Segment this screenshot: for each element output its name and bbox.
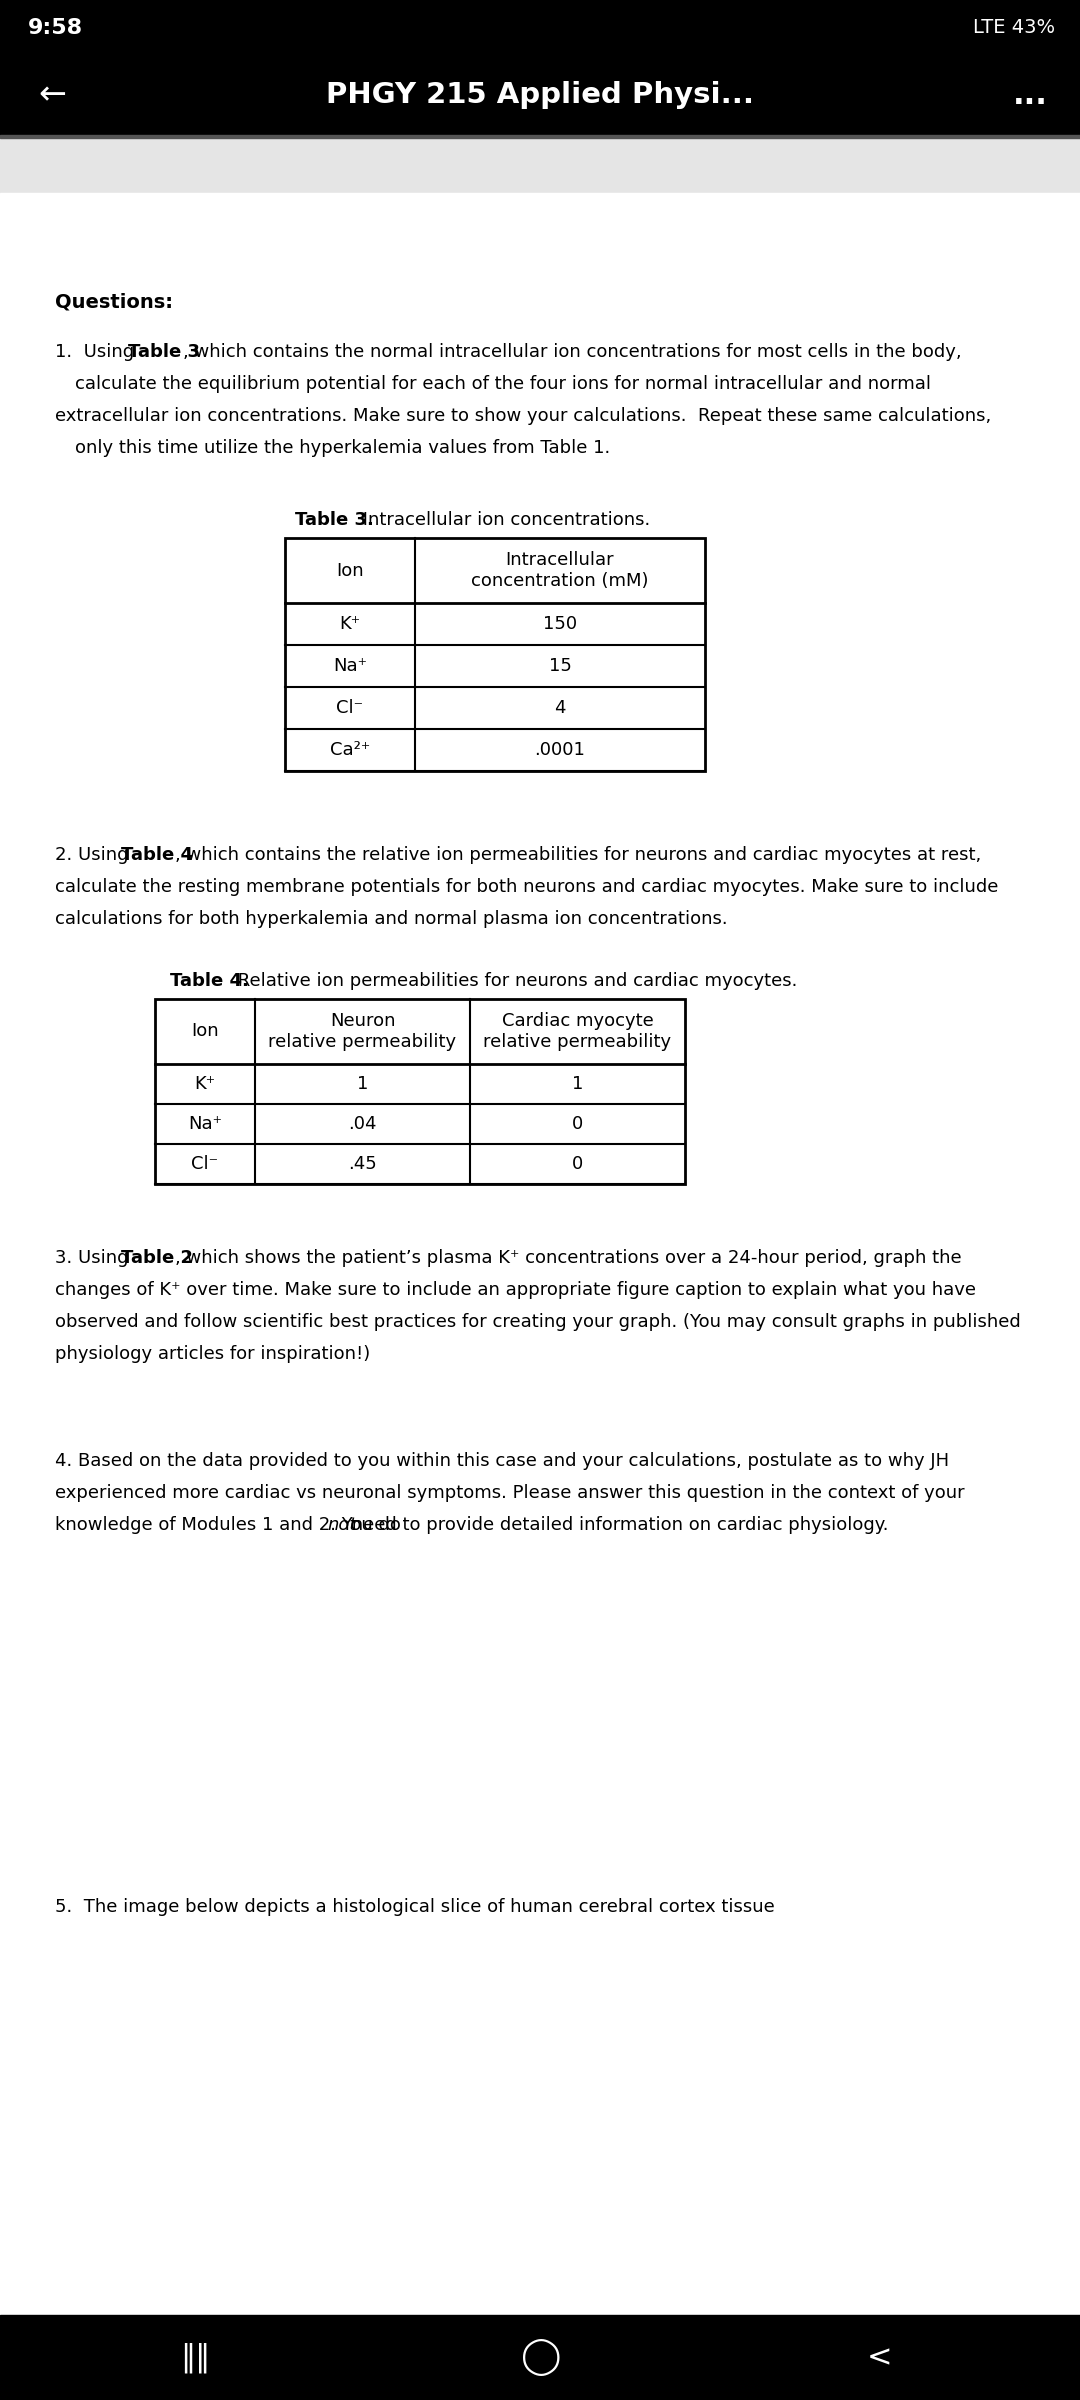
Text: Cl⁻: Cl⁻ [337, 698, 364, 718]
Text: extracellular ion concentrations. Make sure to show your calculations.  Repeat t: extracellular ion concentrations. Make s… [55, 408, 991, 425]
Text: 9:58: 9:58 [28, 17, 83, 38]
Text: .04: .04 [348, 1116, 377, 1133]
Text: PHGY 215 Applied Physi...: PHGY 215 Applied Physi... [326, 82, 754, 108]
Text: physiology articles for inspiration!): physiology articles for inspiration!) [55, 1344, 370, 1363]
Bar [156, 998, 685, 1183]
Text: .0001: .0001 [535, 742, 585, 758]
Bar [0, 134, 1080, 137]
Text: Intracellular ion concentrations.: Intracellular ion concentrations. [356, 511, 650, 528]
Bar [156, 1104, 685, 1145]
Text: , which shows the patient’s plasma K⁺ concentrations over a 24-hour period, grap: , which shows the patient’s plasma K⁺ co… [175, 1248, 962, 1267]
Text: Na⁺: Na⁺ [333, 658, 367, 674]
Text: .45: .45 [348, 1154, 377, 1174]
Text: K⁺: K⁺ [339, 614, 361, 634]
Text: Questions:: Questions: [55, 293, 173, 312]
Bar [0, 137, 1080, 192]
Text: 1.  Using: 1. Using [55, 343, 140, 360]
Text: 15: 15 [549, 658, 571, 674]
Text: 150: 150 [543, 614, 577, 634]
Bar [156, 1145, 685, 1183]
Text: 3. Using: 3. Using [55, 1248, 134, 1267]
Bar [285, 602, 705, 646]
Text: 4: 4 [554, 698, 566, 718]
Text: Ion: Ion [191, 1022, 219, 1042]
Text: , which contains the relative ion permeabilities for neurons and cardiac myocyte: , which contains the relative ion permea… [175, 845, 982, 864]
Text: Neuron
relative permeability: Neuron relative permeability [269, 1013, 457, 1051]
Bar [0, 55, 1080, 134]
Bar [0, 2316, 1080, 2400]
Text: ←: ← [38, 79, 66, 110]
Text: only this time utilize the hyperkalemia values from Table 1.: only this time utilize the hyperkalemia … [75, 439, 610, 456]
Text: knowledge of Modules 1 and 2. You do: knowledge of Modules 1 and 2. You do [55, 1517, 407, 1534]
Bar [285, 686, 705, 730]
Text: Intracellular
concentration (mM): Intracellular concentration (mM) [471, 552, 649, 590]
Text: Table 4.: Table 4. [170, 972, 248, 989]
Text: calculations for both hyperkalemia and normal plasma ion concentrations.: calculations for both hyperkalemia and n… [55, 910, 728, 929]
Text: ‖‖: ‖‖ [180, 2342, 211, 2374]
Text: Table 4: Table 4 [121, 845, 193, 864]
Bar [285, 538, 705, 602]
Text: ◯: ◯ [519, 2340, 561, 2376]
Text: need to provide detailed information on cardiac physiology.: need to provide detailed information on … [346, 1517, 888, 1534]
Text: 4. Based on the data provided to you within this case and your calculations, pos: 4. Based on the data provided to you wit… [55, 1452, 949, 1469]
Text: experienced more cardiac vs neuronal symptoms. Please answer this question in th: experienced more cardiac vs neuronal sym… [55, 1483, 964, 1502]
Text: Table 3: Table 3 [129, 343, 201, 360]
Text: Na⁺: Na⁺ [188, 1116, 222, 1133]
Bar [285, 730, 705, 770]
Text: observed and follow scientific best practices for creating your graph. (You may : observed and follow scientific best prac… [55, 1313, 1021, 1332]
Text: <: < [867, 2342, 893, 2371]
Text: Table 2: Table 2 [121, 1248, 193, 1267]
Text: changes of K⁺ over time. Make sure to include an appropriate figure caption to e: changes of K⁺ over time. Make sure to in… [55, 1282, 976, 1298]
Text: 1: 1 [356, 1075, 368, 1092]
Text: , which contains the normal intracellular ion concentrations for most cells in t: , which contains the normal intracellula… [183, 343, 961, 360]
Bar [0, 192, 1080, 2316]
Bar [285, 646, 705, 686]
Text: calculate the equilibrium potential for each of the four ions for normal intrace: calculate the equilibrium potential for … [75, 374, 931, 394]
Bar [156, 1063, 685, 1104]
Text: 0: 0 [572, 1116, 583, 1133]
Text: Ca²⁺: Ca²⁺ [329, 742, 370, 758]
Text: 1: 1 [571, 1075, 583, 1092]
Bar [0, 0, 1080, 55]
Text: not: not [327, 1517, 356, 1534]
Text: ...: ... [1013, 82, 1048, 110]
Text: Cardiac myocyte
relative permeability: Cardiac myocyte relative permeability [484, 1013, 672, 1051]
Text: 0: 0 [572, 1154, 583, 1174]
Bar [156, 998, 685, 1063]
Text: 2. Using: 2. Using [55, 845, 134, 864]
Text: K⁺: K⁺ [194, 1075, 216, 1092]
Text: calculate the resting membrane potentials for both neurons and cardiac myocytes.: calculate the resting membrane potential… [55, 878, 998, 895]
Text: Cl⁻: Cl⁻ [191, 1154, 218, 1174]
Text: Relative ion permeabilities for neurons and cardiac myocytes.: Relative ion permeabilities for neurons … [232, 972, 797, 989]
Text: Table 3.: Table 3. [295, 511, 374, 528]
Text: Ion: Ion [336, 562, 364, 578]
Bar [285, 538, 705, 770]
Text: 5.  The image below depicts a histological slice of human cerebral cortex tissue: 5. The image below depicts a histologica… [55, 1898, 774, 1915]
Text: LTE 43%: LTE 43% [973, 17, 1055, 36]
